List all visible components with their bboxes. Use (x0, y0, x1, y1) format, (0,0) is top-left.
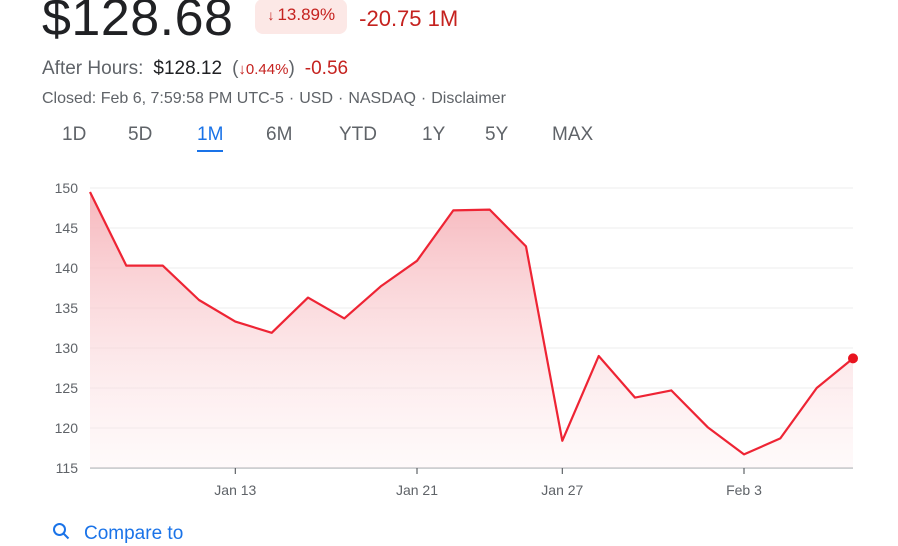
after-hours-percent-value: ↓0.44% (238, 61, 288, 78)
change-percent-badge: ↓ 13.89% (255, 0, 347, 34)
separator: · (289, 90, 294, 107)
current-point-marker (848, 353, 858, 363)
x-tick-label: Feb 3 (726, 482, 762, 498)
after-hours-label: After Hours: (42, 58, 143, 80)
price-chart: 150 145 140 135 130 125 120 115 Jan 13 Jan 21 Jan … (0, 170, 898, 510)
search-icon (52, 522, 70, 546)
y-tick-label: 145 (55, 220, 79, 236)
closed-time: Closed: Feb 6, 7:59:58 PM UTC-5 (42, 90, 284, 107)
currency: USD (299, 90, 333, 107)
down-arrow-icon: ↓ (267, 7, 274, 23)
separator: · (338, 90, 343, 107)
tab-6m[interactable]: 6M (266, 124, 292, 150)
disclaimer-link[interactable]: Disclaimer (431, 90, 506, 107)
paren-close: ) (288, 58, 294, 79)
y-tick-label: 135 (55, 300, 79, 316)
after-hours-row: After Hours: $128.12 (↓0.44%) -0.56 (42, 58, 348, 80)
y-tick-label: 125 (55, 380, 79, 396)
y-tick-label: 115 (56, 460, 79, 476)
x-tick-label: Jan 21 (396, 482, 438, 498)
price-area (90, 192, 853, 468)
x-tick-label: Jan 27 (541, 482, 583, 498)
after-hours-percent: (↓0.44%) (232, 58, 295, 80)
compare-to-label: Compare to (84, 523, 183, 545)
tab-5y[interactable]: 5Y (485, 124, 508, 150)
tab-1d[interactable]: 1D (62, 124, 86, 150)
tab-ytd[interactable]: YTD (339, 124, 377, 150)
tab-1m[interactable]: 1M (197, 124, 223, 150)
y-tick-label: 140 (55, 260, 79, 276)
market-status: Closed: Feb 6, 7:59:58 PM UTC-5 · USD · NASD… (42, 90, 506, 108)
current-price: $128.68 (42, 0, 233, 50)
change-absolute: -20.75 1M (359, 6, 458, 32)
after-hours-price: $128.12 (153, 58, 222, 80)
change-percent: 13.89% (277, 5, 335, 25)
y-tick-label: 150 (55, 180, 79, 196)
separator: · (421, 90, 426, 107)
x-tick-label: Jan 13 (214, 482, 256, 498)
y-tick-label: 130 (55, 340, 79, 356)
quote-header: $128.68 ↓ 13.89% -20.75 1M (42, 0, 458, 50)
after-hours-change: -0.56 (305, 58, 348, 80)
y-tick-label: 120 (55, 420, 79, 436)
exchange: NASDAQ (348, 90, 416, 107)
tab-max[interactable]: MAX (552, 124, 593, 150)
compare-to-button[interactable]: Compare to (52, 522, 183, 546)
tab-1y[interactable]: 1Y (422, 124, 445, 150)
tab-5d[interactable]: 5D (128, 124, 152, 150)
